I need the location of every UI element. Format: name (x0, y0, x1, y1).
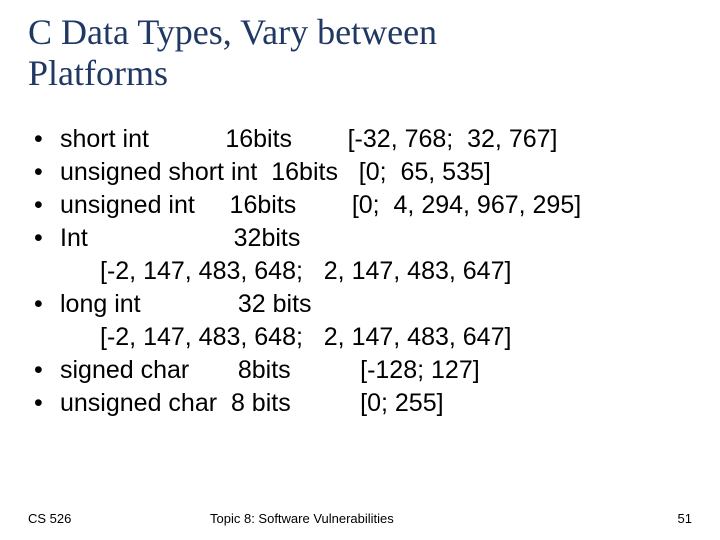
bullet-list: • short int 16bits [-32, 768; 32, 767] •… (28, 123, 692, 420)
list-item: • unsigned short int 16bits [0; 65, 535] (34, 156, 692, 189)
slide-footer: CS 526 Topic 8: Software Vulnerabilities… (0, 511, 720, 526)
list-item: • signed char 8bits [-128; 127] (34, 354, 692, 387)
list-item-text: signed char 8bits [-128; 127] (60, 354, 480, 387)
list-item-text: Int 32bits (60, 222, 300, 255)
bullet-icon: • (34, 354, 60, 387)
list-item-text: unsigned char 8 bits [0; 255] (60, 387, 444, 420)
footer-topic: Topic 8: Software Vulnerabilities (200, 511, 652, 526)
footer-page-number: 51 (652, 511, 692, 526)
bullet-icon: • (34, 288, 60, 321)
list-item: • Int 32bits (34, 222, 692, 255)
list-item: • unsigned char 8 bits [0; 255] (34, 387, 692, 420)
bullet-icon: • (34, 189, 60, 222)
list-item-text: short int 16bits [-32, 768; 32, 767] (60, 123, 558, 156)
bullet-icon: • (34, 222, 60, 255)
slide-title: C Data Types, Vary between Platforms (28, 12, 692, 95)
list-item-text: unsigned short int 16bits [0; 65, 535] (60, 156, 491, 189)
footer-course-code: CS 526 (28, 511, 200, 526)
list-item-continuation: [-2, 147, 483, 648; 2, 147, 483, 647] (34, 321, 692, 354)
list-item: • short int 16bits [-32, 768; 32, 767] (34, 123, 692, 156)
bullet-icon: • (34, 156, 60, 189)
bullet-icon: • (34, 123, 60, 156)
list-item: • unsigned int 16bits [0; 4, 294, 967, 2… (34, 189, 692, 222)
list-item: • long int 32 bits (34, 288, 692, 321)
list-item-continuation: [-2, 147, 483, 648; 2, 147, 483, 647] (34, 255, 692, 288)
list-item-text: long int 32 bits (60, 288, 312, 321)
bullet-icon: • (34, 387, 60, 420)
list-item-text: unsigned int 16bits [0; 4, 294, 967, 295… (60, 189, 581, 222)
